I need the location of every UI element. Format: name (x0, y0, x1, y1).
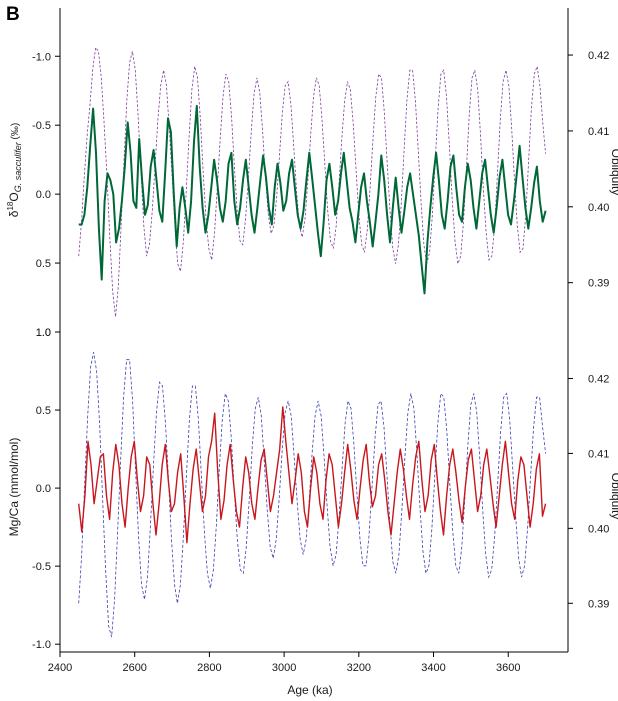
bottom-y-tick-label: 0.5 (36, 405, 51, 417)
top-ylabel-prefix: δ (7, 210, 21, 217)
bottom-left-axis: -1.0 -0.5 0.0 0.5 1.0 (32, 327, 60, 651)
top-y2-tick-label: 0.39 (588, 278, 609, 290)
top-y-tick-label: 1.0 (36, 327, 51, 339)
bottom-y-tick-label: -0.5 (32, 561, 51, 573)
top-y-axis-title: δ18OG. sacculifer (‰) (6, 123, 23, 217)
x-tick-label: 3200 (347, 662, 371, 674)
bottom-y-tick-label: 1.0 (36, 327, 51, 339)
x-tick-label: 2600 (122, 662, 146, 674)
bottom-y2-tick-label: 0.39 (588, 598, 609, 610)
bottom-y-axis-title: Mg/Ca (mmol/mol) (7, 438, 21, 537)
bottom-y-tick-label: -1.0 (32, 639, 51, 651)
panel-letter: B (6, 4, 20, 25)
top-ylabel-sup: 18 (6, 201, 15, 210)
x-tick-label: 2800 (197, 662, 221, 674)
top-y2-axis-title: Obliquity (609, 149, 618, 196)
bottom-obliquity-series (78, 352, 546, 638)
bottom-y-tick-label: 0.0 (36, 483, 51, 495)
top-y2-tick-label: 0.41 (588, 126, 609, 138)
top-y-tick-label: -0.5 (32, 120, 51, 132)
bottom-mgca-series (78, 406, 547, 544)
x-tick-label: 3600 (496, 662, 520, 674)
bottom-y2-tick-label: 0.40 (588, 523, 609, 535)
bottom-panel: -1.0 -0.5 0.0 0.5 1.0 0.39 0.40 0.41 0.42 Mg/Ca… (7, 327, 618, 651)
top-ylabel-unit: (‰) (10, 123, 21, 142)
top-right-axis: 0.39 0.40 0.41 0.42 (568, 50, 609, 290)
top-ylabel-sub: G. sacculifer (13, 141, 23, 192)
top-left-axis: -1.0 -0.5 0.0 0.5 1.0 (32, 51, 60, 339)
top-y-tick-label: 0.0 (36, 189, 51, 201)
top-y-tick-label: -1.0 (32, 51, 51, 63)
top-panel: -1.0 -0.5 0.0 0.5 1.0 0.39 0.40 0.41 0.42 δ18OG… (6, 46, 618, 339)
top-y-tick-label: 0.5 (36, 258, 51, 270)
bottom-right-axis: 0.39 0.40 0.41 0.42 (568, 373, 609, 610)
bottom-y2-axis-title: Obliquity (609, 473, 618, 520)
x-axis-title: Age (ka) (287, 683, 332, 697)
top-proxy-line (78, 104, 547, 295)
top-d18o-series (78, 104, 547, 295)
bottom-y2-tick-label: 0.41 (588, 448, 609, 460)
x-tick-label: 3400 (421, 662, 445, 674)
top-y2-tick-label: 0.42 (588, 50, 609, 62)
bottom-obliquity-line (78, 352, 546, 638)
x-tick-label: 3000 (272, 662, 296, 674)
bottom-y2-tick-label: 0.42 (588, 373, 609, 385)
top-obliquity-series (78, 46, 546, 317)
bottom-proxy-line (78, 406, 547, 544)
x-axis: 2400 2600 2800 3000 3200 3400 3600 (48, 652, 520, 674)
top-y2-tick-label: 0.40 (588, 202, 609, 214)
top-ylabel-mid: O (7, 192, 21, 201)
x-tick-label: 2400 (48, 662, 72, 674)
top-obliquity-line (78, 46, 546, 317)
